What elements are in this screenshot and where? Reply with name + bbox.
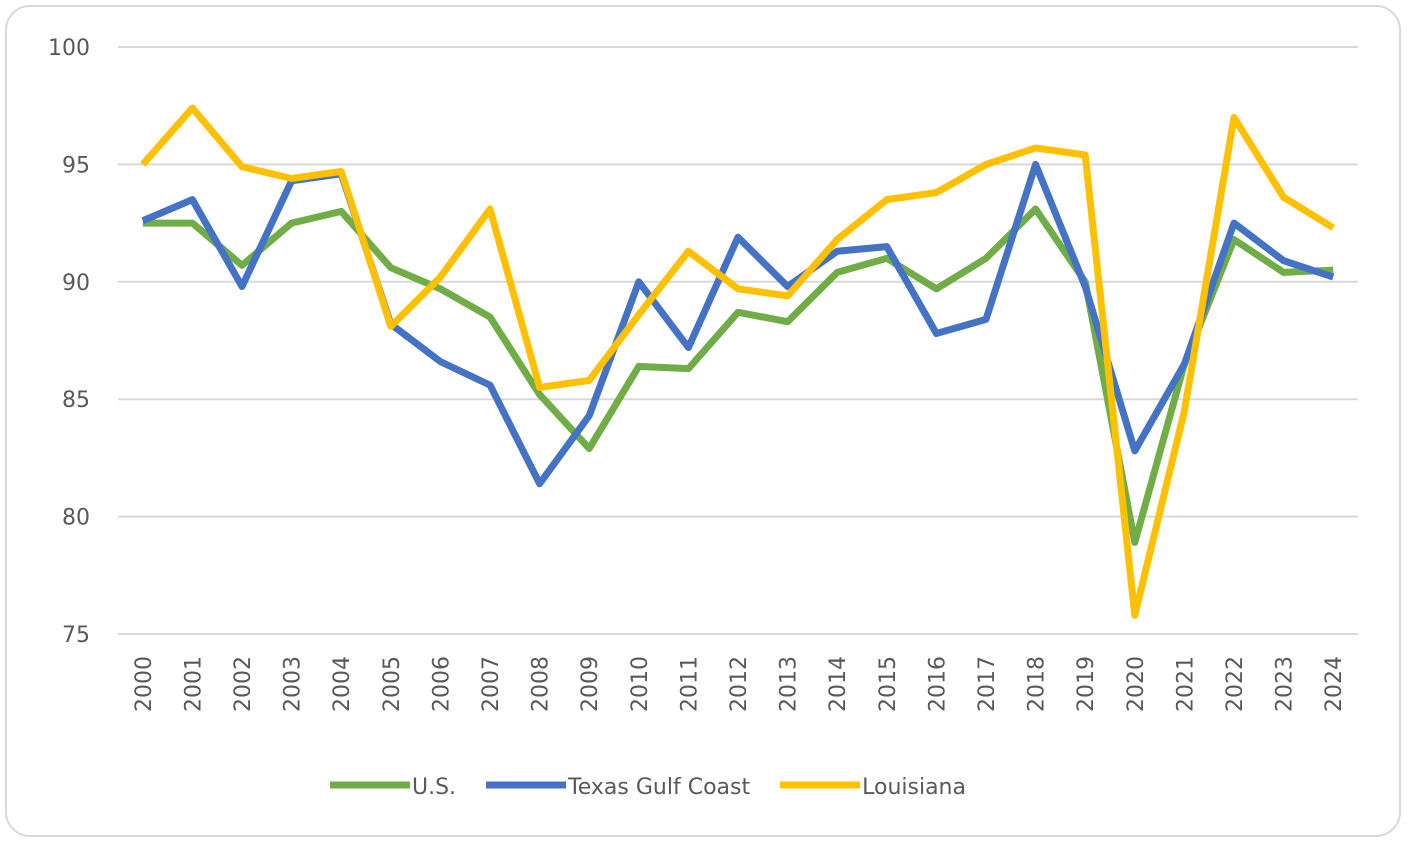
x-tick-label: 2008: [529, 656, 554, 712]
x-tick-label: 2006: [429, 656, 454, 712]
x-tick-label: 2012: [727, 656, 752, 712]
series-line: [142, 205, 1334, 546]
series-line: [140, 104, 1336, 619]
y-tick-label: 90: [62, 271, 90, 296]
y-tick-label: 100: [48, 36, 90, 61]
x-tick-label: 2000: [132, 656, 157, 712]
legend-label: U.S.: [412, 775, 456, 800]
x-tick-label: 2021: [1173, 656, 1198, 712]
x-tick-label: 2013: [777, 656, 802, 712]
x-tick-label: 2016: [925, 656, 950, 712]
y-tick-label: 75: [62, 623, 90, 648]
x-tick-label: 2022: [1223, 656, 1248, 712]
x-tick-label: 2014: [826, 656, 851, 712]
x-tick-label: 2018: [1025, 656, 1050, 712]
y-tick-label: 95: [62, 153, 90, 178]
y-tick-label: 85: [62, 388, 90, 413]
x-tick-label: 2011: [677, 656, 702, 712]
legend-label: Louisiana: [862, 775, 966, 800]
y-tick-label: 80: [62, 506, 90, 531]
x-tick-label: 2001: [181, 656, 206, 712]
x-tick-label: 2005: [380, 656, 405, 712]
x-tick-label: 2020: [1124, 656, 1149, 712]
x-tick-label: 2007: [479, 656, 504, 712]
x-tick-label: 2010: [628, 656, 653, 712]
x-tick-label: 2004: [330, 656, 355, 712]
legend-label: Texas Gulf Coast: [567, 775, 750, 800]
x-tick-label: 2003: [281, 656, 306, 712]
x-tick-label: 2009: [578, 656, 603, 712]
x-tick-label: 2023: [1273, 656, 1298, 712]
x-tick-label: 2024: [1322, 656, 1347, 712]
x-tick-label: 2017: [975, 656, 1000, 712]
x-tick-label: 2019: [1074, 656, 1099, 712]
x-tick-label: 2015: [876, 656, 901, 712]
x-tick-label: 2002: [231, 656, 256, 712]
